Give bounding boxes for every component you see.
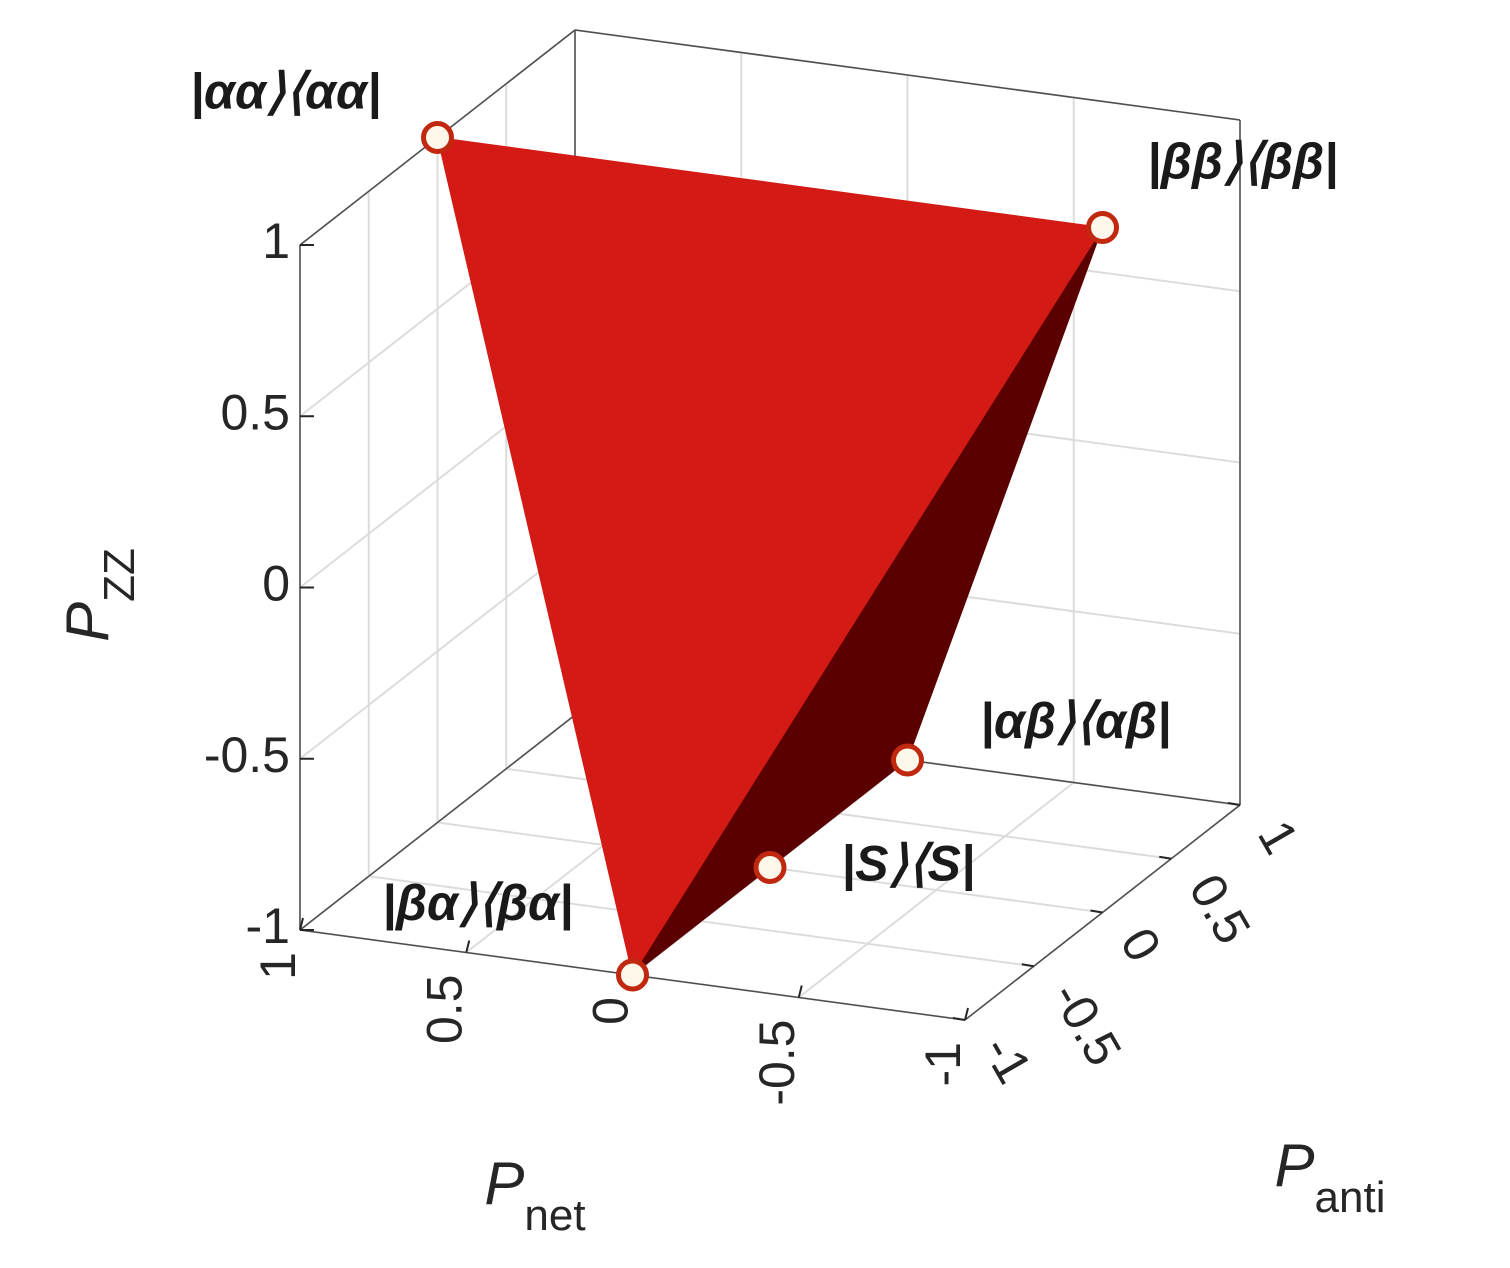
z-tick-label: -1 — [246, 898, 290, 954]
tick-mark — [797, 985, 803, 998]
point-label: |βα⟩⟨βα| — [382, 875, 573, 931]
y-tick-label: 0 — [1110, 919, 1172, 971]
axis-label: Panti — [1275, 1132, 1386, 1222]
y-tick-label: 1 — [1247, 811, 1309, 863]
point-marker — [421, 121, 454, 154]
x-tick-label: 0 — [583, 997, 639, 1025]
point-label: |ββ⟩⟨ββ| — [1147, 134, 1338, 190]
surface-face — [436, 136, 1104, 977]
z-tick-label: 0.5 — [220, 384, 290, 440]
tick-mark — [1090, 909, 1103, 914]
axis-label: Pnet — [484, 1150, 585, 1240]
x-tick-label: -1 — [915, 1042, 971, 1086]
point-marker — [891, 743, 924, 777]
tick-mark — [299, 917, 304, 931]
point-marker — [1086, 211, 1119, 244]
x-tick-label: 1 — [250, 952, 306, 980]
y-tick-label: 0.5 — [1178, 865, 1261, 953]
axis-line — [574, 29, 1241, 121]
x-tick-label: -0.5 — [749, 1020, 805, 1106]
axis-label: PZZ — [54, 548, 144, 642]
tick-mark — [1021, 963, 1034, 968]
tick-mark — [465, 940, 471, 953]
z-tick-label: 1 — [262, 213, 290, 269]
axis-label-main: P — [484, 1150, 524, 1217]
tick-mark — [964, 1007, 969, 1021]
y-tick-label: -0.5 — [1041, 972, 1133, 1075]
z-tick-label: 0 — [262, 556, 290, 612]
axis-label-main: P — [54, 602, 121, 642]
axis-label-sub: net — [524, 1191, 585, 1240]
point-marker — [616, 958, 649, 992]
axis-label-sub: ZZ — [95, 548, 144, 602]
tick-mark — [1227, 802, 1241, 806]
x-tick-label: 0.5 — [416, 975, 472, 1045]
point-label: |αβ⟩⟨αβ| — [980, 693, 1171, 749]
point-marker — [753, 851, 787, 884]
axis-label-main: P — [1275, 1132, 1315, 1199]
y-tick-label: -1 — [972, 1026, 1043, 1093]
z-tick-label: -0.5 — [204, 727, 290, 783]
tick-mark — [1159, 855, 1172, 860]
point-label: |αα⟩⟨αα| — [190, 64, 381, 120]
axis-line — [299, 714, 576, 931]
point-label: |S⟩⟨S| — [841, 836, 975, 892]
tick-mark — [952, 1017, 966, 1021]
axis-label-sub: anti — [1315, 1173, 1386, 1222]
